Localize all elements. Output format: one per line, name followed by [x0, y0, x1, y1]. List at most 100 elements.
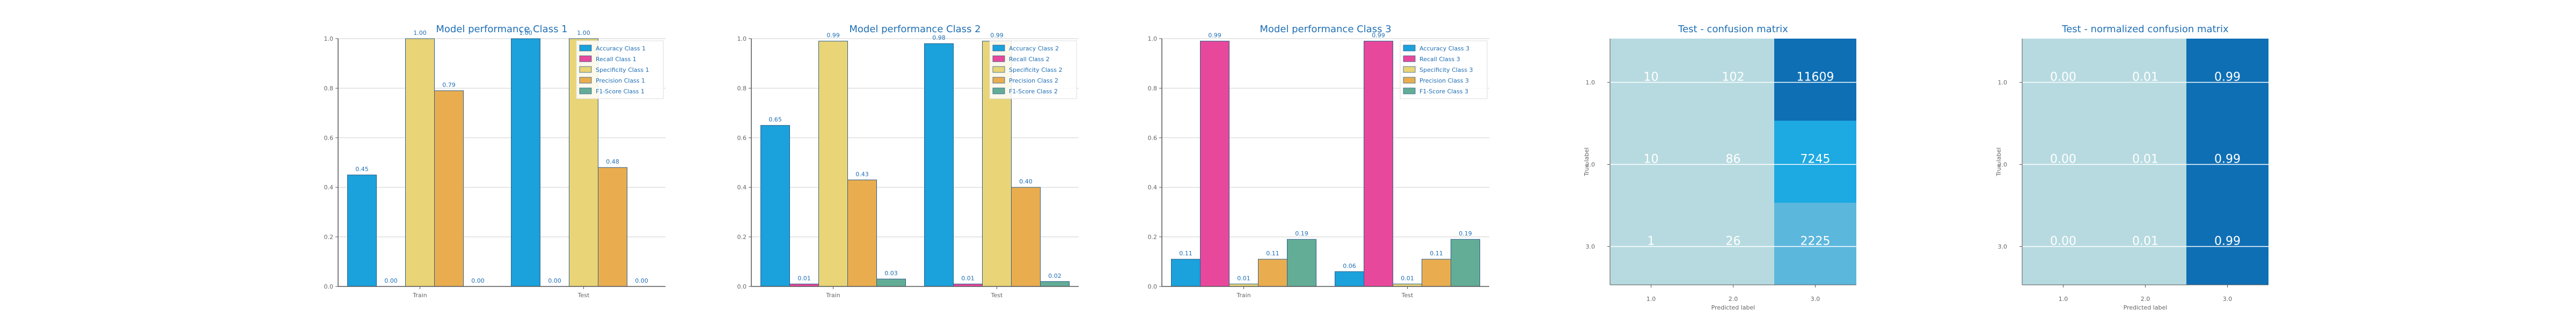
- heatmap-cell: [2022, 203, 2104, 285]
- chart-title: Test - confusion matrix: [1678, 24, 1788, 35]
- heatmap-cell-value: 0.01: [2132, 71, 2158, 84]
- heatmap-cell: [1610, 203, 1692, 285]
- bar-value-label: 0.03: [884, 270, 898, 277]
- bar: [1287, 239, 1316, 287]
- y-tick-label: 0.6: [1148, 135, 1158, 142]
- y-tick-label: 0.0: [737, 283, 747, 290]
- bar-value-label: 0.99: [1372, 32, 1385, 39]
- bar: [1451, 239, 1480, 287]
- heatmap-cell: [2022, 39, 2104, 121]
- bar: [1171, 259, 1201, 287]
- bar: [1335, 271, 1364, 287]
- heatmap-cell-value: 0.01: [2132, 235, 2158, 248]
- heatmap-cell: [1692, 121, 1774, 203]
- heatmap-cell-value: 10: [1644, 153, 1659, 166]
- legend-entry: Specificity Class 3: [1419, 67, 1473, 73]
- bar-value-label: 0.01: [797, 275, 811, 282]
- y-axis-label: True label: [1583, 148, 1590, 176]
- y-tick-label: 0.2: [1148, 234, 1158, 241]
- legend-entry: Recall Class 2: [1009, 56, 1050, 63]
- legend-swatch: [992, 77, 1005, 84]
- bar-value-label: 0.99: [1208, 32, 1221, 39]
- heatmap-cell: [1774, 121, 1856, 203]
- bar-value-label: 0.11: [1266, 250, 1279, 257]
- bar: [1011, 187, 1041, 287]
- bar-value-label: 0.45: [355, 166, 369, 173]
- heatmap-cell-value: 86: [1726, 153, 1741, 166]
- legend-swatch: [992, 55, 1005, 62]
- heatmap-cell: [2104, 203, 2186, 285]
- bar: [1040, 281, 1070, 287]
- x-tick-label: 1.0: [1646, 296, 1656, 303]
- bar-value-label: 0.99: [990, 32, 1004, 39]
- bar: [760, 125, 790, 287]
- chart-4: 10 102 11609 10 86 7245 1 26 2225 1.0 2.0 3.0 1.0 2.0…: [1583, 24, 1856, 311]
- x-tick-label: 3.0: [2223, 296, 2233, 303]
- legend-entry: Recall Class 1: [596, 56, 636, 63]
- heatmap-cell-value: 102: [1722, 71, 1745, 84]
- heatmap-cell: [1774, 39, 1856, 121]
- bar: [511, 38, 540, 287]
- bar-value-label: 0.19: [1459, 230, 1472, 237]
- x-axis-label: Predicted label: [1711, 304, 1755, 311]
- x-tick-label: 1.0: [2059, 296, 2068, 303]
- bar: [847, 179, 877, 287]
- heatmap-cell: [2186, 39, 2268, 121]
- heatmap-cell: [1774, 203, 1856, 285]
- bar: [598, 167, 627, 287]
- bar-value-label: 0.48: [606, 158, 619, 165]
- heatmap-cell-value: 7245: [1801, 153, 1831, 166]
- chart-title: Test - normalized confusion matrix: [2061, 24, 2229, 35]
- legend-swatch: [579, 66, 592, 73]
- heatmap-cell: [2104, 121, 2186, 203]
- x-tick-label: Train: [825, 292, 840, 299]
- legend-swatch: [992, 45, 1005, 51]
- heatmap-cell: [2104, 39, 2186, 121]
- legend-entry: Precision Class 2: [1009, 77, 1058, 84]
- heatmap-cell-value: 0.99: [2214, 235, 2241, 248]
- bar-value-label: 0.01: [961, 275, 975, 282]
- x-tick-label: Train: [412, 292, 427, 299]
- bar-value-label: 0.01: [1401, 275, 1414, 282]
- legend-entry: F1-Score Class 3: [1419, 88, 1468, 95]
- legend-entry: F1-Score Class 2: [1009, 88, 1058, 95]
- legend-swatch: [1403, 66, 1416, 73]
- y-tick-label: 1.0: [1998, 79, 2008, 86]
- y-tick-label: 0.0: [324, 283, 334, 290]
- bar: [818, 41, 848, 287]
- chart-3: 0.0 0.2 0.4 0.6 0.8 1.0 0.11 0.99 0.01 0.11 0.19 Tr…: [1148, 24, 1489, 299]
- legend-entry: Accuracy Class 2: [1009, 45, 1059, 52]
- bar: [1422, 259, 1451, 287]
- y-axis-label: True label: [1995, 148, 2002, 176]
- y-tick-label: 0.4: [324, 184, 334, 191]
- bar-value-label: 1.00: [519, 30, 532, 36]
- bar-value-label: 0.02: [1048, 273, 1062, 279]
- legend-entry: Specificity Class 1: [596, 67, 649, 73]
- y-tick-label: 0.2: [737, 234, 747, 241]
- bar: [1364, 41, 1393, 287]
- heatmap-cell: [1610, 39, 1692, 121]
- heatmap-cell-value: 0.99: [2214, 153, 2241, 166]
- heatmap-cell-value: 11609: [1797, 71, 1834, 84]
- chart-5: 0.00 0.01 0.99 0.00 0.01 0.99 0.00 0.01 0.99 1.0 2…: [1995, 24, 2268, 311]
- legend: Accuracy Class 3 Recall Class 3 Specificit…: [1400, 40, 1488, 99]
- bar-value-label: 0.11: [1179, 250, 1192, 257]
- bar-value-label: 0.00: [384, 277, 398, 284]
- x-tick-label: 2.0: [1729, 296, 1738, 303]
- legend-swatch: [992, 66, 1005, 73]
- chart-2: 0.0 0.2 0.4 0.6 0.8 1.0 0.65 0.01 0.99 0.43 0.03 Tr…: [737, 24, 1079, 299]
- y-tick-label: 0.2: [324, 234, 334, 241]
- y-tick-label: 0.0: [1148, 283, 1158, 290]
- heatmap-cell: [2186, 203, 2268, 285]
- y-tick-label: 0.8: [324, 85, 334, 92]
- bar-value-label: 0.11: [1430, 250, 1443, 257]
- legend-entry: Accuracy Class 3: [1419, 45, 1469, 52]
- y-tick-label: 0.4: [737, 184, 747, 191]
- bar-value-label: 0.01: [1237, 275, 1250, 282]
- legend-entry: Precision Class 1: [596, 77, 645, 84]
- legend-swatch: [1403, 45, 1416, 51]
- x-tick-label: Test: [577, 292, 590, 299]
- y-tick-label: 1.0: [737, 35, 747, 42]
